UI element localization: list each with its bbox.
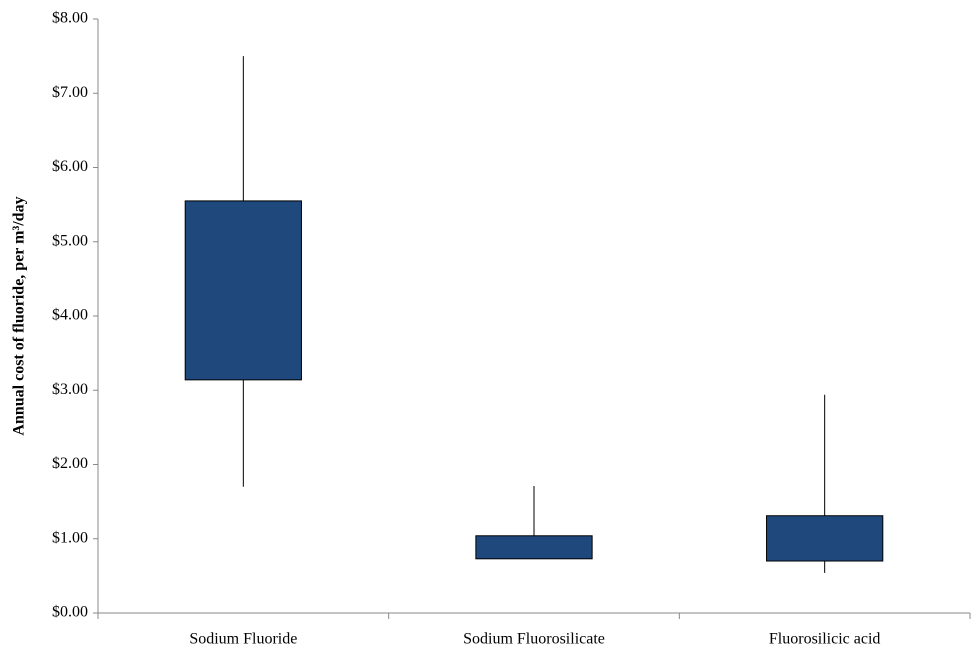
y-tick-label: $6.00 (52, 158, 88, 175)
y-tick-label: $0.00 (52, 604, 88, 621)
y-tick-label: $7.00 (52, 84, 88, 101)
y-tick-label: $1.00 (52, 529, 88, 546)
y-tick-label: $5.00 (52, 232, 88, 249)
x-tick-label: Sodium Fluorosilicate (463, 631, 605, 648)
y-tick-label: $8.00 (52, 10, 88, 27)
box (475, 535, 593, 560)
box (184, 200, 302, 381)
x-tick-label: Fluorosilicic acid (769, 631, 881, 648)
x-tick-label: Sodium Fluoride (189, 631, 297, 648)
y-tick-label: $2.00 (52, 455, 88, 472)
y-axis-label: Annual cost of fluoride, per m³/day (11, 196, 28, 435)
y-tick-label: $4.00 (52, 307, 88, 324)
box (766, 515, 884, 562)
y-tick-label: $3.00 (52, 381, 88, 398)
